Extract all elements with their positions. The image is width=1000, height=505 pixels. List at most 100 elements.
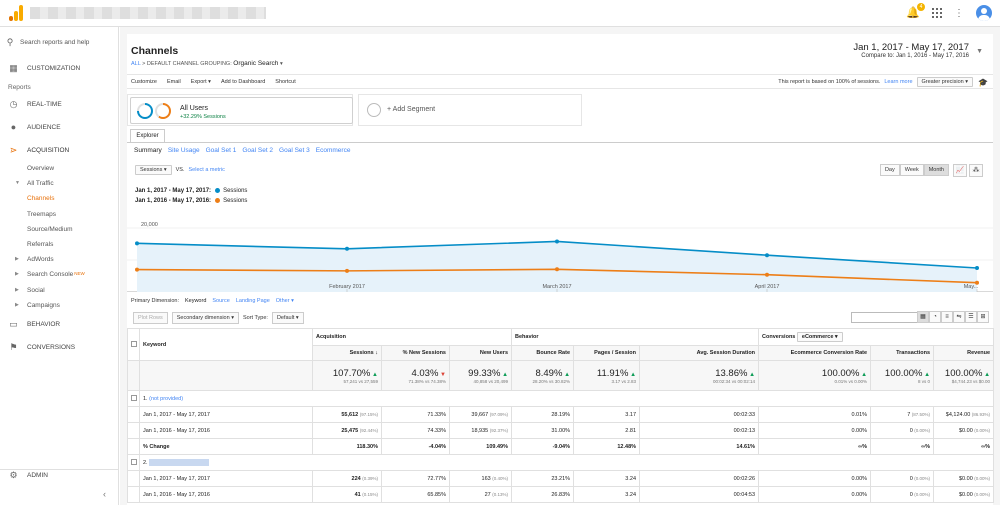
learn-more-link[interactable]: Learn more — [884, 79, 913, 85]
series-point[interactable] — [345, 246, 349, 251]
dimension-source[interactable]: Source — [212, 298, 230, 304]
table-search-input[interactable] — [851, 312, 919, 323]
apps-grid-icon[interactable] — [932, 8, 942, 18]
day-button[interactable]: Day — [879, 164, 900, 176]
date-range-picker[interactable]: Jan 1, 2017 - May 17, 2017 Compare to: J… — [853, 42, 969, 59]
select-all-checkbox[interactable] — [127, 328, 140, 361]
col-avg-duration[interactable]: Avg. Session Duration — [639, 345, 760, 361]
subtab-summary[interactable]: Summary — [134, 147, 162, 154]
series-point[interactable] — [135, 241, 139, 246]
pivot-view-icon[interactable]: ⊞ — [977, 311, 989, 323]
table-row: Jan 1, 2017 - May 17, 2017 224 (0.39%) 7… — [127, 470, 995, 487]
metric-select[interactable]: Sessions ▾ — [135, 165, 172, 175]
keyword-header[interactable]: Keyword — [139, 328, 313, 361]
row-checkbox[interactable] — [127, 390, 140, 407]
subtab-ecommerce[interactable]: Ecommerce — [315, 147, 351, 154]
account-selector-blurred[interactable] — [30, 7, 266, 19]
subtab-goal-set-1[interactable]: Goal Set 1 — [205, 147, 237, 154]
export-button[interactable]: Export ▾ — [190, 78, 211, 85]
breadcrumb-all-link[interactable]: ALL — [131, 61, 141, 67]
email-button[interactable]: Email — [166, 78, 181, 85]
col-pages-session[interactable]: Pages / Session — [573, 345, 641, 361]
insights-icon[interactable]: 🎓 — [978, 78, 988, 87]
series-point[interactable] — [765, 272, 769, 277]
sidebar-sub-source-medium[interactable]: Source/Medium — [27, 226, 73, 233]
keyword-blurred[interactable] — [149, 459, 210, 466]
dimension-landing-page[interactable]: Landing Page — [235, 298, 270, 304]
series-point[interactable] — [975, 266, 979, 270]
col-bounce-rate[interactable]: Bounce Rate — [511, 345, 575, 361]
more-vert-icon[interactable]: ⋮ — [954, 7, 964, 19]
behavior-icon: ▭ — [9, 318, 18, 329]
dimension-other[interactable]: Other ▾ — [275, 298, 294, 304]
sidebar-sub-treemaps[interactable]: Treemaps — [27, 211, 57, 218]
week-button[interactable]: Week — [899, 164, 924, 176]
total-value: 100.00% — [944, 367, 983, 379]
sidebar-sub-social[interactable]: ▶ Social — [15, 287, 45, 294]
breadcrumb-value[interactable]: Organic Search — [233, 60, 279, 67]
percentage-view-icon[interactable]: ◔ — [929, 311, 941, 323]
series-point[interactable] — [555, 267, 559, 272]
segment-all-users[interactable]: All Users +32.29% Sessions — [130, 97, 353, 124]
series-point[interactable] — [345, 268, 349, 273]
precision-select[interactable]: Greater precision ▾ — [916, 77, 973, 87]
avatar[interactable] — [976, 5, 992, 21]
series-point[interactable] — [975, 280, 979, 285]
add-segment-box[interactable]: + Add Segment — [358, 94, 582, 126]
motion-chart-icon[interactable]: ⁂ — [969, 164, 983, 177]
series-point[interactable] — [135, 267, 139, 272]
col-conv-rate[interactable]: Ecommerce Conversion Rate — [758, 345, 872, 361]
collapse-sidebar-icon[interactable]: ‹ — [103, 489, 106, 499]
line-chart-icon[interactable]: 📈 — [953, 164, 967, 177]
collapsed-triangle-icon: ▶ — [15, 287, 19, 293]
data-view-icon[interactable]: ▦ — [917, 311, 929, 323]
x-tick-label: May... — [964, 284, 979, 290]
col-sessions[interactable]: Sessions ↓ — [312, 345, 382, 361]
new-badge: NEW — [74, 271, 85, 276]
sort-type-select[interactable]: Default ▾ — [271, 312, 304, 324]
comparison-view-icon[interactable]: ⇋ — [953, 311, 965, 323]
series-point[interactable] — [765, 253, 769, 258]
sidebar-sub-search-console[interactable]: ▶ Search ConsoleNEW — [15, 271, 85, 278]
plot-rows-button[interactable]: Plot Rows — [133, 312, 168, 324]
conversions-select[interactable]: eCommerce ▾ — [796, 332, 843, 342]
sidebar-item-audience[interactable]: ● AUDIENCE — [0, 119, 119, 135]
col-new-sessions[interactable]: % New Sessions — [381, 345, 450, 361]
sidebar-item-conversions[interactable]: ⚑ CONVERSIONS — [0, 339, 119, 355]
tab-explorer[interactable]: Explorer — [130, 129, 165, 143]
subtab-goal-set-2[interactable]: Goal Set 2 — [242, 147, 274, 154]
chevron-down-icon[interactable]: ▼ — [976, 48, 983, 55]
search-input[interactable]: Search reports and help — [20, 38, 90, 46]
sidebar-sub-referrals[interactable]: Referrals — [27, 241, 54, 248]
select-metric-link[interactable]: Select a metric — [188, 167, 225, 173]
sidebar-item-admin[interactable]: ⚙ ADMIN — [0, 467, 119, 483]
notifications-bell-icon[interactable]: 🔔 4 — [906, 3, 925, 20]
customize-button[interactable]: Customize — [131, 78, 157, 85]
sidebar-item-acquisition[interactable]: ⋗ ACQUISITION — [0, 142, 119, 158]
sidebar-item-customization[interactable]: ▦ CUSTOMIZATION — [0, 60, 119, 76]
subtab-site-usage[interactable]: Site Usage — [167, 147, 200, 154]
row-checkbox[interactable] — [127, 454, 140, 471]
sidebar-sub-adwords[interactable]: ▶ AdWords — [15, 256, 54, 263]
keyword-link[interactable]: (not provided) — [149, 395, 184, 402]
series-point[interactable] — [555, 239, 559, 244]
sidebar-item-realtime[interactable]: ◷ REAL-TIME — [0, 96, 119, 112]
subtab-goal-set-3[interactable]: Goal Set 3 — [279, 147, 310, 154]
add-to-dashboard-button[interactable]: Add to Dashboard — [220, 78, 266, 85]
sidebar-search[interactable]: ⚲ Search reports and help — [0, 33, 119, 51]
col-transactions[interactable]: Transactions — [870, 345, 935, 361]
term-cloud-view-icon[interactable]: ☰ — [965, 311, 977, 323]
sidebar-sub-all-traffic[interactable]: ▼ All Traffic — [15, 180, 54, 187]
sidebar-sub-campaigns[interactable]: ▶ Campaigns — [15, 302, 60, 309]
sidebar-sub-channels[interactable]: Channels — [27, 195, 55, 202]
analytics-logo[interactable] — [9, 5, 23, 21]
month-button[interactable]: Month — [923, 164, 949, 176]
sidebar-sub-overview[interactable]: Overview — [27, 165, 55, 172]
secondary-dimension-select[interactable]: Secondary dimension ▾ — [171, 312, 239, 324]
sidebar: ⚲ Search reports and help ▦ CUSTOMIZATION… — [0, 27, 119, 505]
col-new-users[interactable]: New Users — [448, 345, 513, 361]
shortcut-button[interactable]: Shortcut — [275, 78, 296, 85]
sidebar-item-behavior[interactable]: ▭ BEHAVIOR — [0, 316, 119, 332]
col-revenue[interactable]: Revenue — [933, 345, 995, 361]
performance-view-icon[interactable]: ≡ — [941, 311, 953, 323]
